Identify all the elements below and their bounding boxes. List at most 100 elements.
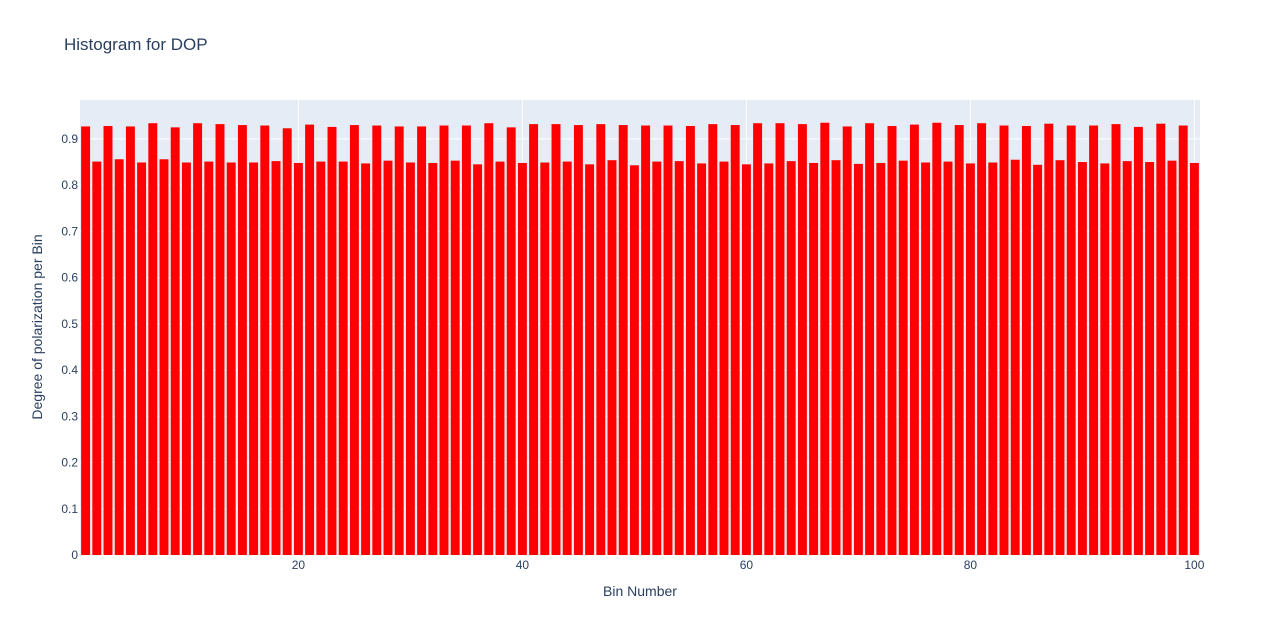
bar xyxy=(1021,125,1031,555)
bar xyxy=(943,161,953,555)
bar xyxy=(540,162,550,556)
bar xyxy=(439,125,449,556)
bar xyxy=(786,161,796,555)
bar xyxy=(573,125,583,556)
bar xyxy=(114,159,124,555)
bar xyxy=(562,161,572,555)
x-tick-label: 80 xyxy=(964,558,978,572)
bar xyxy=(629,165,639,555)
bar xyxy=(517,162,527,555)
bar xyxy=(450,160,460,555)
bar xyxy=(249,162,259,556)
bar xyxy=(932,122,942,556)
bar xyxy=(372,125,382,556)
bar xyxy=(585,164,595,555)
bar xyxy=(965,163,975,555)
bar xyxy=(529,124,539,555)
y-tick-label: 0 xyxy=(71,548,78,562)
bar xyxy=(204,161,214,555)
bar xyxy=(428,162,438,555)
bar xyxy=(237,125,247,556)
bar xyxy=(495,161,505,555)
bar xyxy=(338,161,348,555)
bar xyxy=(316,161,326,555)
bar xyxy=(1133,126,1143,555)
bar xyxy=(473,164,483,555)
bar xyxy=(1167,160,1177,555)
bar xyxy=(1066,125,1076,556)
bar xyxy=(898,160,908,555)
bar xyxy=(730,125,740,556)
bar xyxy=(820,122,830,556)
bar xyxy=(260,125,270,556)
bar xyxy=(641,125,651,556)
bar xyxy=(1100,163,1110,555)
bar xyxy=(831,160,841,556)
bar xyxy=(842,126,852,555)
bar xyxy=(193,123,203,556)
bar xyxy=(1122,161,1132,555)
bar xyxy=(170,127,180,556)
bar xyxy=(484,123,494,556)
bar xyxy=(226,162,236,556)
bar xyxy=(103,125,113,555)
bar xyxy=(159,159,169,555)
plot-background xyxy=(80,100,1200,555)
bar xyxy=(81,126,91,555)
bar xyxy=(1189,162,1199,555)
bar xyxy=(741,164,751,555)
bar xyxy=(1089,125,1099,556)
y-tick-label: 0.9 xyxy=(61,132,78,146)
bar xyxy=(618,125,628,556)
x-tick-label: 20 xyxy=(292,558,306,572)
bar xyxy=(876,162,886,555)
bar xyxy=(282,128,292,555)
bar xyxy=(137,162,147,556)
bar xyxy=(215,124,225,555)
bar xyxy=(999,125,1009,556)
bar xyxy=(865,123,875,556)
bar xyxy=(663,125,673,556)
y-tick-label: 0.4 xyxy=(61,363,78,377)
bar xyxy=(1178,125,1188,556)
bar xyxy=(1044,123,1054,555)
bar xyxy=(1145,162,1155,555)
bar xyxy=(148,123,158,556)
bar xyxy=(921,162,931,556)
bar xyxy=(909,124,919,555)
y-tick-label: 0.3 xyxy=(61,409,78,423)
bar xyxy=(652,161,662,555)
bar xyxy=(461,125,471,556)
bar xyxy=(764,163,774,555)
bar xyxy=(607,160,617,556)
bar xyxy=(797,124,807,555)
x-tick-label: 40 xyxy=(516,558,530,572)
bar xyxy=(954,125,964,556)
bar xyxy=(271,161,281,555)
bar xyxy=(977,123,987,556)
bar xyxy=(809,162,819,555)
x-tick-label: 100 xyxy=(1184,558,1204,572)
bar xyxy=(92,161,102,555)
bar xyxy=(125,126,135,555)
y-tick-label: 0.1 xyxy=(61,502,78,516)
bars xyxy=(81,122,1199,556)
bar xyxy=(775,123,785,556)
bar xyxy=(305,124,315,555)
bar xyxy=(1156,123,1166,555)
bar xyxy=(596,124,606,555)
y-tick-label: 0.5 xyxy=(61,317,78,331)
bar xyxy=(1033,164,1043,556)
bar xyxy=(753,123,763,556)
bar xyxy=(181,162,191,556)
x-tick-label: 60 xyxy=(740,558,754,572)
bar xyxy=(383,160,393,555)
bar xyxy=(708,124,718,555)
y-tick-label: 0.2 xyxy=(61,456,78,470)
bar xyxy=(405,162,415,556)
bar xyxy=(394,126,404,555)
bar xyxy=(361,163,371,555)
bar xyxy=(293,162,303,555)
bar xyxy=(853,163,863,555)
x-axis-ticks: 20 40 60 80 100 xyxy=(292,558,1205,572)
